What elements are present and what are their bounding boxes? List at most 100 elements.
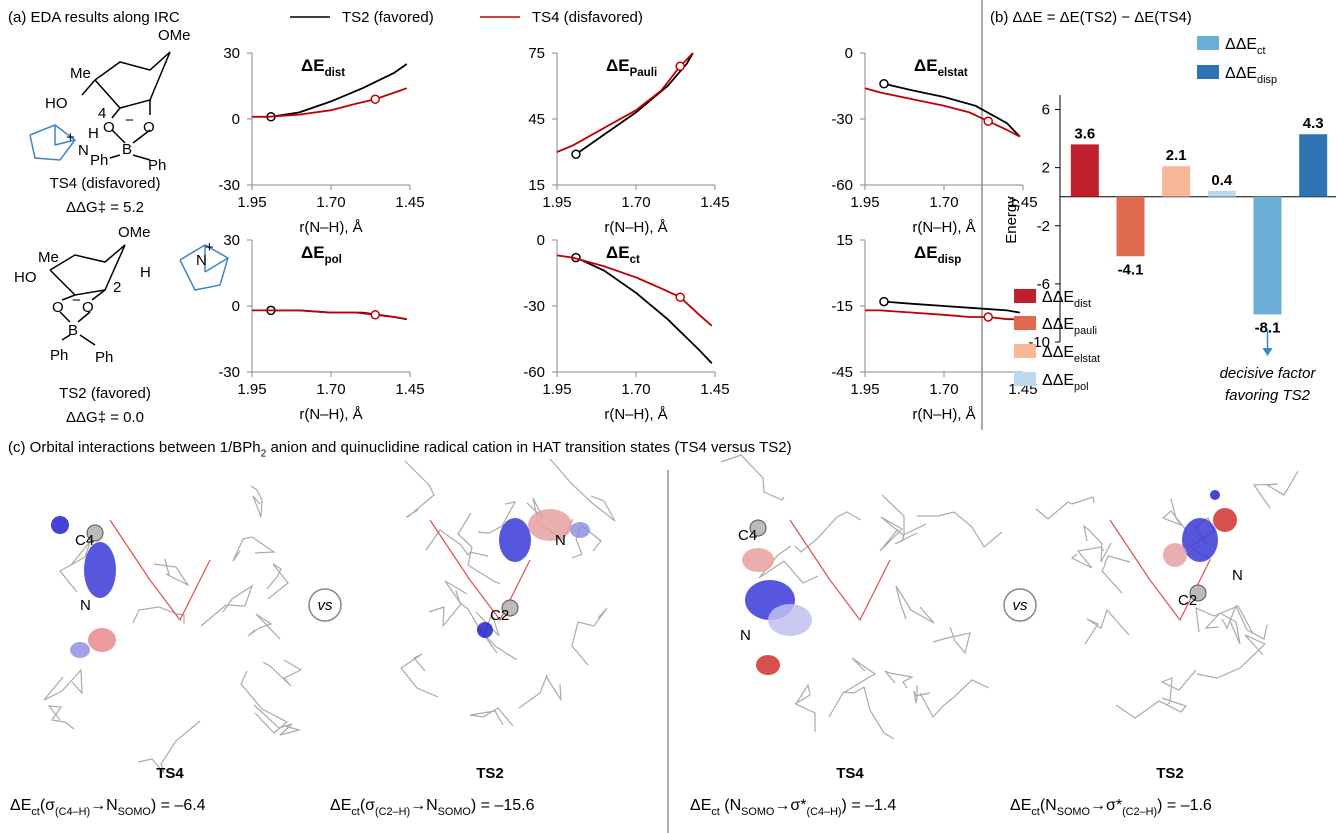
annotation: favoring TS2 [1225, 387, 1311, 404]
x-tick-label: 1.45 [395, 381, 424, 398]
x-tick-label: 1.70 [621, 381, 650, 398]
ts-marker [984, 117, 992, 125]
chart-title: ΔEdisp [914, 243, 961, 266]
bond [917, 512, 1002, 547]
y-tick-label: 2 [1042, 160, 1050, 177]
bar [1208, 191, 1236, 197]
y-tick-label: 30 [223, 45, 240, 62]
atom-label: O [143, 119, 155, 136]
orbital-lobe [1213, 508, 1237, 532]
bond [1084, 526, 1111, 562]
x-tick-label: 1.70 [621, 194, 650, 211]
orbital-caption-part: SOMO [118, 806, 151, 818]
orbital-caption-part: (N [720, 797, 741, 814]
bond [882, 495, 917, 544]
bond [790, 520, 890, 620]
x-tick-label: 1.45 [700, 194, 729, 211]
atom-label: − [72, 292, 81, 309]
bond [920, 680, 989, 717]
bond [829, 658, 875, 717]
orbital-caption-part: →σ* [774, 797, 806, 814]
y-tick-label: 45 [528, 111, 545, 128]
atom-label: H [88, 125, 99, 142]
section-title: (c) Orbital interactions between 1/BPh2 … [8, 439, 792, 460]
chart-title-part: ΔE [301, 243, 325, 262]
bond [233, 537, 274, 561]
orbital-caption-part: →σ* [1090, 797, 1122, 814]
atom-label: Ph [50, 347, 68, 364]
legend-label: ΔΔEdisp [1225, 65, 1277, 86]
molecule-wireframe [1036, 471, 1298, 718]
y-tick-label: 6 [1042, 102, 1050, 119]
bond [1036, 497, 1094, 519]
atom-label: Me [38, 249, 59, 266]
atom-label: O [82, 299, 94, 316]
orbital-caption-part: (σ [40, 797, 55, 814]
section-title-part: anion and quinuclidine radical cation in… [266, 439, 791, 456]
series-line [576, 258, 712, 364]
orbital-caption: ΔEct(NSOMO→σ*(C2–H)) = –1.6 [1010, 797, 1212, 818]
bond [885, 671, 912, 688]
legend-label: ΔΔEpauli [1042, 316, 1097, 337]
orbital-lobe [88, 628, 116, 652]
chart-title: (b) ΔΔE = ΔE(TS2) − ΔE(TS4) [990, 9, 1192, 26]
bar [1117, 197, 1145, 257]
legend-label: ΔΔEelstat [1042, 344, 1100, 365]
orbital-lobe [1210, 490, 1220, 500]
x-axis-label: r(N–H), Å [299, 406, 362, 423]
orbital-caption-part: (σ [360, 797, 375, 814]
atom-label: Ph [148, 157, 166, 174]
atom-label: O [52, 299, 64, 316]
x-tick-label: 1.95 [542, 194, 571, 211]
chart-title: ΔEpol [301, 243, 342, 266]
bar [1254, 197, 1282, 315]
x-axis-label: r(N–H), Å [604, 406, 667, 423]
ts-marker [371, 311, 379, 319]
bond [49, 706, 74, 729]
orbital-caption-part: (C2–H) [375, 806, 410, 818]
x-tick-label: 1.45 [700, 381, 729, 398]
y-tick-label: -15 [831, 298, 853, 315]
molecule-wireframe [44, 486, 301, 773]
orbital-ts-label: TS2 [1156, 765, 1184, 782]
x-tick-label: 1.70 [929, 381, 958, 398]
y-tick-label: -30 [218, 177, 240, 194]
bar [1162, 166, 1190, 197]
atom-label: B [68, 322, 78, 339]
orbital-caption: ΔEct(σ(C4–H)→NSOMO) = –6.4 [10, 797, 206, 818]
figure: (a) EDA results along IRC(c) Orbital int… [0, 0, 1341, 833]
bond [251, 486, 262, 517]
bond [201, 586, 252, 626]
x-tick-label: 1.95 [850, 381, 879, 398]
atom-label: N [80, 597, 91, 614]
atom-label: + [66, 129, 75, 146]
y-tick-label: -45 [831, 364, 853, 381]
legend-label-part: elstat [1074, 353, 1100, 365]
x-axis-label: r(N–H), Å [912, 406, 975, 423]
orbital-caption-part: ΔE [690, 797, 711, 814]
x-axis-label: r(N–H), Å [604, 219, 667, 236]
legend-label: TS2 (favored) [342, 9, 434, 26]
orbital-caption-part: →N [90, 797, 118, 814]
ts-marker [676, 62, 684, 70]
bond [44, 670, 82, 700]
atom-label: B [122, 141, 132, 158]
orbital-caption-part: (C4–H) [807, 806, 842, 818]
series-line [884, 302, 1020, 313]
y-tick-label: 0 [232, 298, 240, 315]
section-title-part: (c) Orbital interactions between 1/BPh [8, 439, 261, 456]
atom-label: N [1232, 567, 1243, 584]
orbital-caption: ΔEct (NSOMO→σ*(C4–H)) = –1.4 [690, 797, 896, 818]
bond [1116, 698, 1186, 718]
bond [426, 530, 488, 556]
y-tick-label: 15 [836, 232, 853, 249]
bar-value-label: 3.6 [1074, 125, 1095, 142]
legend-swatch [1014, 316, 1036, 330]
orbital-caption-part: ) = –1.4 [842, 797, 897, 814]
orbital-lobe [51, 516, 69, 534]
bond [880, 517, 926, 551]
legend-label-part: ΔΔE [1225, 36, 1257, 53]
ts-marker [676, 293, 684, 301]
orbital-lobe [499, 518, 531, 562]
chart-title-part: pol [325, 254, 342, 266]
